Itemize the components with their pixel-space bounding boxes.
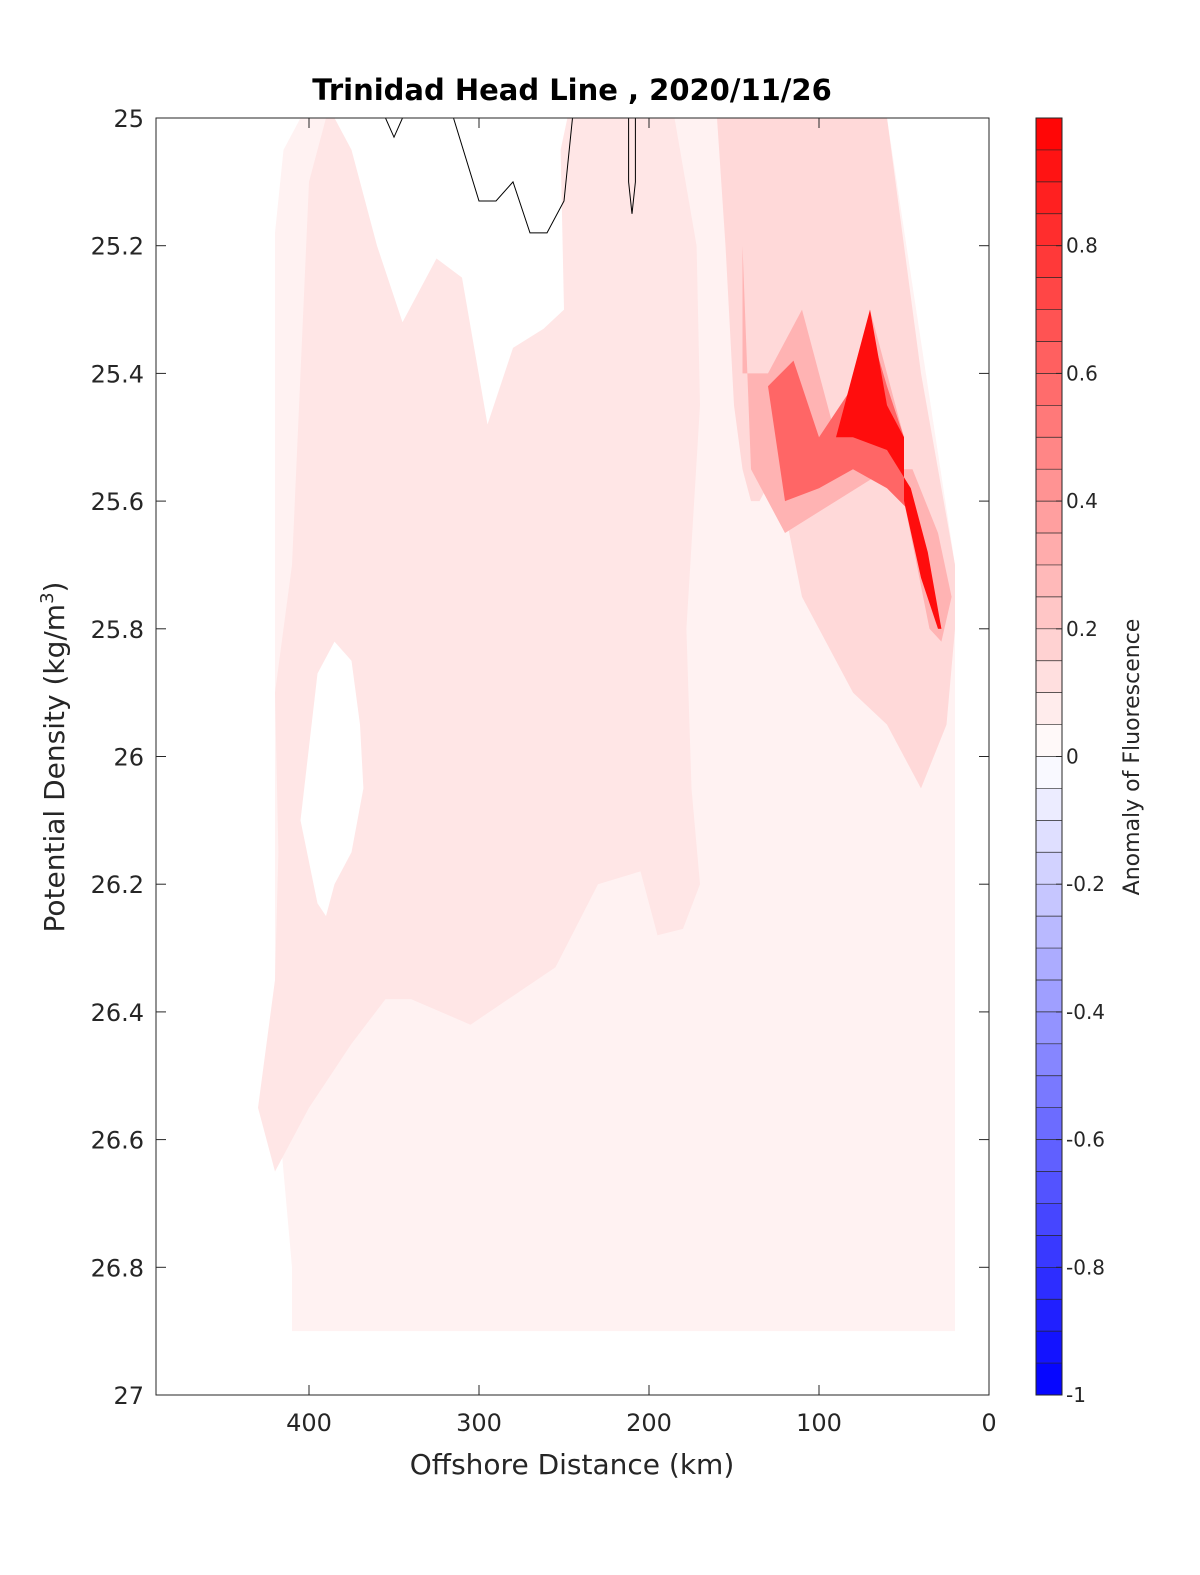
colorbar-band <box>1036 1331 1062 1364</box>
colorbar-band <box>1036 1011 1062 1045</box>
colorbar-band <box>1036 564 1062 598</box>
x-axis-title: Offshore Distance (km) <box>410 1448 735 1481</box>
colorbar-band <box>1036 1267 1062 1300</box>
colorbar-band <box>1036 437 1062 470</box>
colorbar-band <box>1036 1107 1062 1140</box>
colorbar-band <box>1036 405 1062 438</box>
colorbar-band <box>1036 724 1062 757</box>
y-tick-label: 26.6 <box>91 1127 144 1155</box>
y-tick-label: 25.8 <box>91 616 144 644</box>
colorbar-band <box>1036 1075 1062 1108</box>
colorbar-band <box>1036 1203 1062 1236</box>
colorbar-band <box>1036 884 1062 917</box>
colorbar-band <box>1036 756 1062 789</box>
colorbar-tick-label: 0.8 <box>1066 234 1098 258</box>
colorbar-band <box>1036 245 1062 278</box>
x-tick-label: 0 <box>981 1409 996 1437</box>
colorbar-band <box>1036 979 1062 1013</box>
y-axis-title: Potential Density (kg/m3) <box>37 582 71 933</box>
colorbar-band <box>1036 373 1062 406</box>
y-tick-label: 26 <box>113 744 144 772</box>
y-axis-title-main: Potential Density (kg/m <box>38 604 71 933</box>
y-tick-label: 26.8 <box>91 1254 144 1282</box>
y-axis: 25 25.2 25.4 25.6 25.8 26 26.2 26.4 26.6 26.8 27 <box>91 105 989 1410</box>
y-tick-label: 25.2 <box>91 233 144 261</box>
colorbar-band <box>1036 341 1062 374</box>
colorbar-band <box>1036 309 1062 342</box>
y-tick-label: 25.4 <box>91 360 144 388</box>
colorbar-tick-label: -0.8 <box>1066 1255 1105 1279</box>
zero-patch-offshore <box>300 641 364 917</box>
y-tick-label: 25.6 <box>91 488 144 516</box>
colorbar-band <box>1036 788 1062 821</box>
colorbar-tick-label: -1 <box>1066 1383 1086 1407</box>
plot-area: 400 300 200 100 0 25 25.2 25.4 25.6 25.8 26 26.2 26… <box>91 105 997 1437</box>
x-tick-label: 400 <box>286 1409 332 1437</box>
colorbar-tick-label: -0.6 <box>1066 1128 1105 1152</box>
colorbar-band <box>1036 1043 1062 1077</box>
colorbar-band <box>1036 469 1062 502</box>
anomaly-0.1 <box>258 118 700 1172</box>
y-axis-title-suffix: ) <box>38 582 71 593</box>
colorbar-band <box>1036 852 1062 885</box>
colorbar-tick-label: 0.2 <box>1066 617 1098 641</box>
contour-lines <box>385 118 636 234</box>
colorbar-tick-label: 0 <box>1066 745 1079 769</box>
contour-line-0 <box>385 118 403 139</box>
colorbar-title: Anomaly of Fluorescence <box>1120 619 1145 896</box>
anomaly-0.95 <box>836 309 942 629</box>
colorbar-band <box>1036 1235 1062 1268</box>
colorbar-band <box>1036 1363 1062 1396</box>
colorbar-tick-label: 0.4 <box>1066 489 1098 513</box>
colorbar-band <box>1036 213 1062 247</box>
colorbar-band <box>1036 1299 1062 1332</box>
colorbar-band <box>1036 501 1062 534</box>
y-tick-label: 27 <box>113 1382 144 1410</box>
colorbar-tick-label: -0.4 <box>1066 1000 1105 1024</box>
chart-title: Trinidad Head Line , 2020/11/26 <box>312 73 832 107</box>
contour-fills <box>258 118 955 1332</box>
colorbar-band <box>1036 1171 1062 1204</box>
colorbar-band <box>1036 916 1062 949</box>
colorbar-band <box>1036 277 1062 310</box>
colorbar-band <box>1036 149 1062 183</box>
colorbar-band <box>1036 660 1062 693</box>
y-tick-label: 25 <box>113 105 144 133</box>
colorbar-tick-label: 0.6 <box>1066 361 1098 385</box>
y-tick-label: 26.4 <box>91 999 144 1027</box>
colorbar-band <box>1036 1139 1062 1172</box>
colorbar-band <box>1036 948 1062 981</box>
colorbar-band <box>1036 118 1062 151</box>
colorbar: 0.8 0.6 0.4 0.2 0 -0.2 -0.4 -0.6 -0.8 -1 <box>1035 117 1105 1407</box>
colorbar-tick-label: -0.2 <box>1066 872 1105 896</box>
x-axis: 400 300 200 100 0 <box>286 118 997 1437</box>
colorbar-band <box>1036 820 1062 853</box>
colorbar-band <box>1036 628 1062 662</box>
colorbar-band <box>1036 181 1062 215</box>
x-tick-label: 300 <box>456 1409 502 1437</box>
colorbar-band <box>1036 692 1062 725</box>
x-tick-label: 100 <box>796 1409 842 1437</box>
contour-line-2 <box>628 118 636 214</box>
y-tick-label: 26.2 <box>91 871 144 899</box>
colorbar-band <box>1036 533 1062 566</box>
x-tick-label: 200 <box>626 1409 672 1437</box>
contour-line-1 <box>453 118 573 234</box>
colorbar-band <box>1036 596 1062 630</box>
zero-patch-mid <box>334 118 568 425</box>
y-axis-title-superscript: 3 <box>37 592 58 603</box>
